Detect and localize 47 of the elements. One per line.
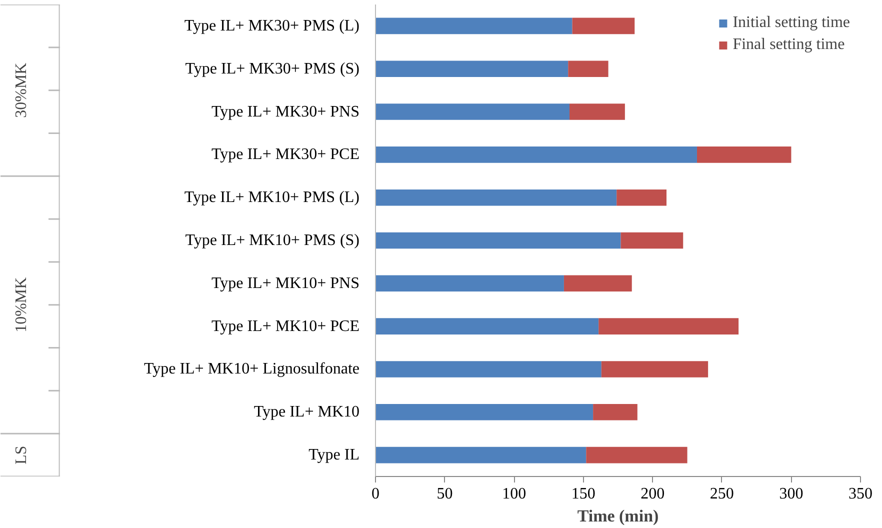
x-tick-label: 200 (640, 486, 665, 502)
bar (616, 189, 666, 206)
x-tick-label: 250 (710, 486, 734, 502)
legend-label: Initial setting time (732, 14, 850, 32)
bar (570, 104, 625, 120)
legend-label: Final setting time (732, 36, 845, 54)
bar (376, 404, 594, 420)
y-tick-label: Type IL+ MK10+ Lignosulfonate (144, 360, 360, 378)
y-tick-label: Type IL (308, 446, 360, 464)
bar (376, 104, 570, 120)
y-tick-label: Type IL+ MK10 (254, 404, 360, 421)
text: 10%MK (13, 276, 30, 332)
x-tick-label: 300 (779, 486, 804, 502)
bar (586, 446, 688, 464)
x-axis-title: Time (min) (577, 506, 659, 526)
x-tick-label: 100 (502, 486, 526, 502)
x-tick-label: 350 (848, 486, 872, 502)
bar (568, 60, 608, 78)
bar (376, 146, 697, 163)
y-tick-label: Type IL+ MK30+ PMS (S) (185, 60, 360, 78)
bar (376, 18, 572, 34)
bar (598, 318, 739, 334)
text: 30%MK (13, 62, 30, 118)
x-tick-label: 0 (372, 486, 380, 502)
y-tick-label: Type IL+ MK10+ PMS (L) (184, 189, 360, 206)
bar (376, 232, 621, 249)
bar (376, 318, 599, 334)
bar (376, 60, 568, 78)
bar (696, 146, 792, 163)
bar (376, 275, 564, 292)
y-tick-label: Type IL+ MK30+ PMS (L) (184, 17, 360, 34)
bar (593, 404, 638, 420)
bar (572, 18, 635, 34)
bar (564, 275, 632, 292)
y-tick-label: Type IL+ MK10+ PMS (S) (185, 232, 360, 249)
y-tick-label: Type IL+ MK30+ PNS (211, 103, 360, 120)
text: LS (13, 446, 30, 464)
y-tick-label: Type IL+ MK10+ PCE (211, 318, 360, 335)
y-tick-label: Type IL+ MK30+ PCE (211, 146, 360, 164)
bar (376, 446, 586, 464)
bar (376, 189, 617, 206)
bar (376, 361, 602, 378)
bar (601, 361, 708, 378)
bar (620, 232, 684, 249)
y-tick-label: Type IL+ MK10+ PNS (211, 274, 360, 292)
x-tick-label: 50 (436, 486, 453, 502)
x-tick-label: 150 (571, 486, 596, 502)
